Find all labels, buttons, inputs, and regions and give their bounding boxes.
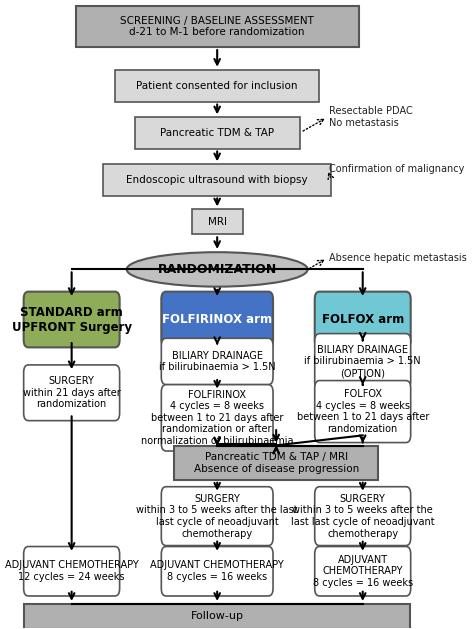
Text: Resectable PDAC
No metastasis: Resectable PDAC No metastasis (329, 106, 413, 128)
FancyBboxPatch shape (75, 6, 359, 47)
FancyBboxPatch shape (315, 333, 410, 389)
Text: MRI: MRI (208, 217, 227, 227)
FancyBboxPatch shape (103, 164, 331, 196)
Text: RANDOMIZATION: RANDOMIZATION (157, 263, 277, 276)
Text: STANDARD arm
UPFRONT Surgery: STANDARD arm UPFRONT Surgery (11, 306, 132, 333)
Ellipse shape (127, 252, 308, 287)
FancyBboxPatch shape (25, 604, 410, 629)
FancyBboxPatch shape (315, 547, 410, 596)
FancyBboxPatch shape (24, 547, 119, 596)
Text: Pancreatic TDM & TAP: Pancreatic TDM & TAP (160, 128, 274, 138)
FancyBboxPatch shape (115, 70, 319, 102)
Text: SURGERY
within 3 to 5 weeks after the last
last cycle of neoadjuvant
chemotherap: SURGERY within 3 to 5 weeks after the la… (137, 494, 298, 538)
FancyBboxPatch shape (161, 338, 273, 385)
FancyBboxPatch shape (24, 292, 119, 347)
Text: ADJUVANT
CHEMOTHERAPY
8 cycles = 16 weeks: ADJUVANT CHEMOTHERAPY 8 cycles = 16 week… (313, 555, 413, 588)
Text: ADJUVANT CHEMOTHERAPY
12 cycles = 24 weeks: ADJUVANT CHEMOTHERAPY 12 cycles = 24 wee… (5, 560, 138, 582)
Text: Follow-up: Follow-up (191, 611, 244, 621)
FancyBboxPatch shape (135, 117, 300, 148)
FancyBboxPatch shape (161, 292, 273, 347)
Text: FOLFOX arm: FOLFOX arm (321, 313, 404, 326)
Text: Confirmation of malignancy: Confirmation of malignancy (329, 164, 465, 174)
Text: ADJUVANT CHEMOTHERAPY
8 cycles = 16 weeks: ADJUVANT CHEMOTHERAPY 8 cycles = 16 week… (150, 560, 284, 582)
Text: FOLFIRINOX arm: FOLFIRINOX arm (162, 313, 272, 326)
Text: FOLFIRINOX
4 cycles = 8 weeks
between 1 to 21 days after
randomization or after
: FOLFIRINOX 4 cycles = 8 weeks between 1 … (141, 389, 293, 446)
FancyBboxPatch shape (315, 487, 410, 545)
Text: BILIARY DRAINAGE
if bilirubinaemia > 1.5N
(OPTION): BILIARY DRAINAGE if bilirubinaemia > 1.5… (304, 345, 421, 378)
FancyBboxPatch shape (161, 385, 273, 451)
Text: FOLFOX
4 cycles = 8 weeks
between 1 to 21 days after
randomization: FOLFOX 4 cycles = 8 weeks between 1 to 2… (297, 389, 429, 434)
FancyBboxPatch shape (161, 487, 273, 545)
FancyBboxPatch shape (161, 547, 273, 596)
Text: SURGERY
within 21 days after
randomization: SURGERY within 21 days after randomizati… (23, 376, 120, 409)
Text: SCREENING / BASELINE ASSESSMENT
d-21 to M-1 before randomization: SCREENING / BASELINE ASSESSMENT d-21 to … (120, 16, 314, 37)
FancyBboxPatch shape (315, 381, 410, 443)
Text: Endoscopic ultrasound with biopsy: Endoscopic ultrasound with biopsy (127, 175, 308, 185)
Text: Patient consented for inclusion: Patient consented for inclusion (137, 81, 298, 91)
FancyBboxPatch shape (315, 292, 410, 347)
Text: SURGERY
within 3 to 5 weeks after the
last last cycle of neoadjuvant
chemotherap: SURGERY within 3 to 5 weeks after the la… (291, 494, 435, 538)
Text: BILIARY DRAINAGE
if bilirubinaemia > 1.5N: BILIARY DRAINAGE if bilirubinaemia > 1.5… (159, 350, 275, 372)
FancyBboxPatch shape (191, 209, 243, 235)
FancyBboxPatch shape (24, 365, 119, 421)
Text: Pancreatic TDM & TAP / MRI
Absence of disease progression: Pancreatic TDM & TAP / MRI Absence of di… (193, 452, 359, 474)
Text: Absence hepatic metastasis: Absence hepatic metastasis (329, 253, 467, 263)
FancyBboxPatch shape (174, 446, 378, 480)
